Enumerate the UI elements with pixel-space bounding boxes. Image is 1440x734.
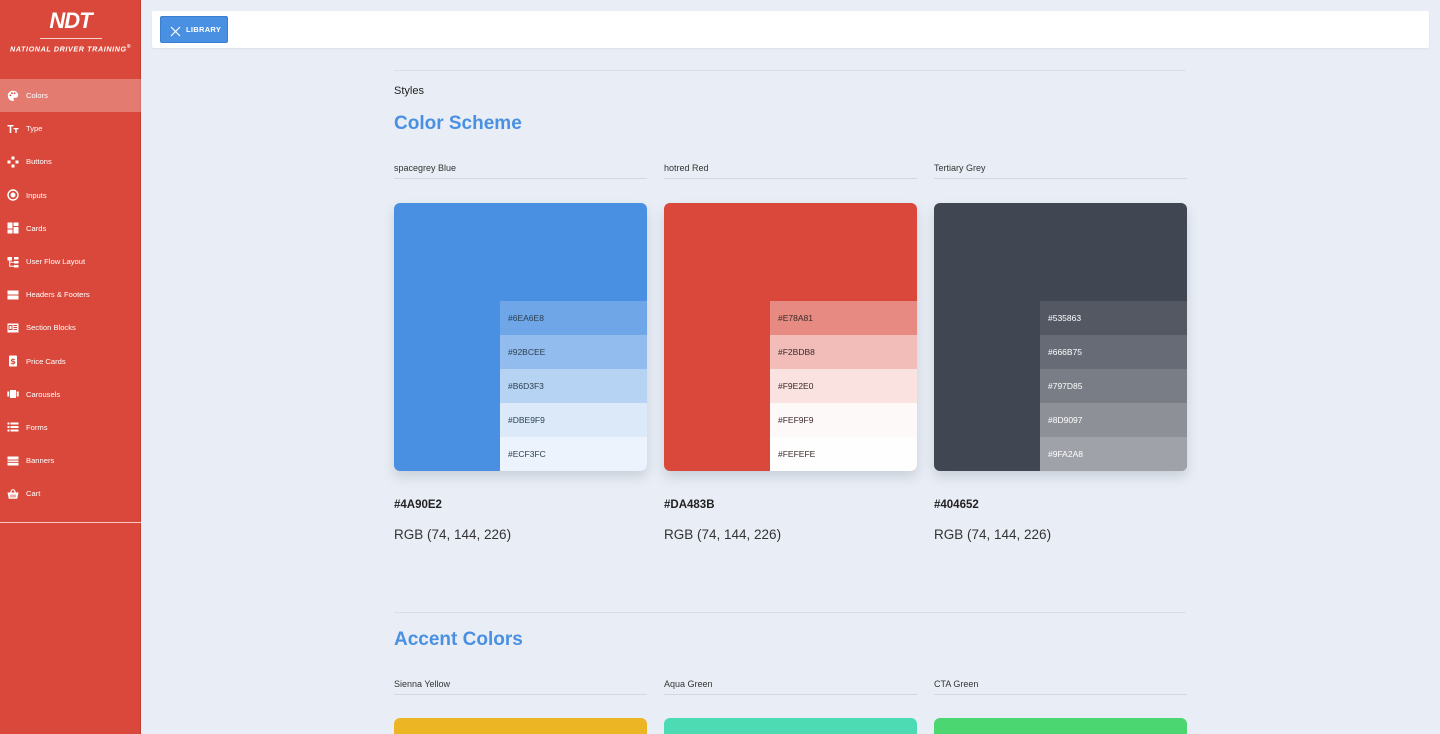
sidebar-item-label: Section Blocks [26, 323, 76, 333]
tint-row: #92BCEE [500, 335, 647, 369]
sidebar-item-colors[interactable]: Colors [0, 79, 141, 113]
banner-icon [7, 455, 19, 467]
divider [394, 612, 1186, 613]
sidebar-item-inputs[interactable]: Inputs [0, 179, 141, 212]
sidebar-item-buttons[interactable]: Buttons [0, 145, 141, 178]
gamepad-icon [7, 156, 19, 168]
sidebar-item-banners[interactable]: Banners [0, 444, 141, 477]
sidebar-item-label: Buttons [26, 157, 52, 167]
accent-swatch-yellow [394, 718, 647, 734]
tint-row: #6EA6E8 [500, 301, 647, 335]
sidebar-item-cart[interactable]: Cart [0, 477, 141, 510]
header-footer-icon [7, 289, 19, 301]
sidebar-item-price-cards[interactable]: $ Price Cards [0, 345, 141, 378]
text-size-icon [7, 123, 19, 135]
tint-row: #E78A81 [770, 301, 917, 335]
sidebar-item-user-flow-layout[interactable]: User Flow Layout [0, 245, 141, 278]
sidebar-item-cards[interactable]: Cards [0, 212, 141, 245]
tint-list: #535863 #666B75 #797D85 #8D9097 #9FA2A8 [1040, 301, 1187, 471]
sidebar-item-label: Colors [26, 91, 48, 101]
hex-value: #404652 [934, 499, 979, 511]
rgb-value: RGB (74, 144, 226) [664, 527, 782, 542]
sidebar-nav: Colors Type Buttons Inputs Cards [0, 79, 141, 510]
tint-row: #FEF9F9 [770, 403, 917, 437]
sidebar-item-label: Forms [26, 422, 48, 432]
sidebar-item-headers-footers[interactable]: Headers & Footers [0, 278, 141, 311]
tint-row: #FEFEFE [770, 437, 917, 471]
tint-row: #F2BDB8 [770, 335, 917, 369]
rgb-value: RGB (74, 144, 226) [394, 527, 512, 542]
sidebar-item-label: Headers & Footers [26, 290, 90, 300]
accent-colors-heading: Accent Colors [394, 629, 523, 650]
divider [394, 70, 1186, 71]
tint-row: #F9E2E0 [770, 369, 917, 403]
hex-value: #4A90E2 [394, 499, 442, 511]
color-swatch-grey: #535863 #666B75 #797D85 #8D9097 #9FA2A8 [934, 203, 1187, 471]
section-icon [7, 322, 19, 334]
tint-list: #E78A81 #F2BDB8 #F9E2E0 #FEF9F9 #FEFEFE [770, 301, 917, 471]
sidebar-item-label: User Flow Layout [26, 257, 86, 267]
close-icon [170, 24, 181, 37]
sidebar-item-section-blocks[interactable]: Section Blocks [0, 311, 141, 344]
tint-row: #ECF3FC [500, 437, 647, 471]
list-icon [7, 421, 19, 433]
color-scheme-heading: Color Scheme [394, 113, 522, 134]
sidebar-item-label: Price Cards [26, 356, 66, 366]
color-swatch-blue: #6EA6E8 #92BCEE #B6D3F3 #DBE9F9 #ECF3FC [394, 203, 647, 471]
color-name-blue: spacegrey Blue [394, 163, 647, 179]
rgb-value: RGB (74, 144, 226) [934, 527, 1052, 542]
sitemap-icon [7, 256, 19, 268]
tint-row: #9FA2A8 [1040, 437, 1187, 471]
sidebar-divider [0, 522, 141, 523]
palette-icon [7, 90, 19, 102]
tint-row: #535863 [1040, 301, 1187, 335]
accent-name-yellow: Sienna Yellow [394, 679, 647, 695]
radio-icon [7, 189, 19, 201]
tint-row: #8D9097 [1040, 403, 1187, 437]
tint-row: #DBE9F9 [500, 403, 647, 437]
library-button[interactable]: LIBRARY [160, 16, 228, 43]
logo-subtitle: NATIONAL DRIVER TRAINING® [9, 44, 132, 54]
sidebar-item-forms[interactable]: Forms [0, 411, 141, 444]
sidebar-item-label: Banners [26, 456, 55, 466]
tint-row: #797D85 [1040, 369, 1187, 403]
sidebar-item-label: Carousels [26, 389, 61, 399]
color-name-grey: Tertiary Grey [934, 163, 1187, 179]
logo-rule [39, 38, 102, 39]
dashboard-icon [7, 222, 19, 234]
styles-label: Styles [394, 85, 424, 97]
hex-value: #DA483B [664, 499, 715, 511]
top-bar: LIBRARY [152, 11, 1429, 48]
color-swatch-red: #E78A81 #F2BDB8 #F9E2E0 #FEF9F9 #FEFEFE [664, 203, 917, 471]
sidebar: NDT NATIONAL DRIVER TRAINING® Colors Typ… [0, 0, 141, 734]
accent-swatch-aqua [664, 718, 917, 734]
accent-swatch-cta-green [934, 718, 1187, 734]
tint-row: #666B75 [1040, 335, 1187, 369]
tint-list: #6EA6E8 #92BCEE #B6D3F3 #DBE9F9 #ECF3FC [500, 301, 647, 471]
accent-name-aqua: Aqua Green [664, 679, 917, 695]
brand-logo[interactable]: NDT NATIONAL DRIVER TRAINING® [0, 8, 141, 53]
sidebar-item-label: Inputs [26, 190, 47, 200]
logo-mark: NDT [49, 8, 92, 33]
sidebar-item-label: Type [26, 124, 43, 134]
basket-icon [7, 488, 19, 500]
color-name-red: hotred Red [664, 163, 917, 179]
sidebar-item-carousels[interactable]: Carousels [0, 378, 141, 411]
library-button-label: LIBRARY [186, 25, 222, 34]
svg-text:$: $ [10, 357, 16, 366]
sidebar-item-label: Cards [26, 223, 47, 233]
sidebar-item-type[interactable]: Type [0, 112, 141, 145]
price-tag-icon: $ [7, 355, 19, 367]
tint-row: #B6D3F3 [500, 369, 647, 403]
sidebar-item-label: Cart [26, 489, 41, 499]
accent-name-cta-green: CTA Green [934, 679, 1187, 695]
carousel-icon [7, 388, 19, 400]
